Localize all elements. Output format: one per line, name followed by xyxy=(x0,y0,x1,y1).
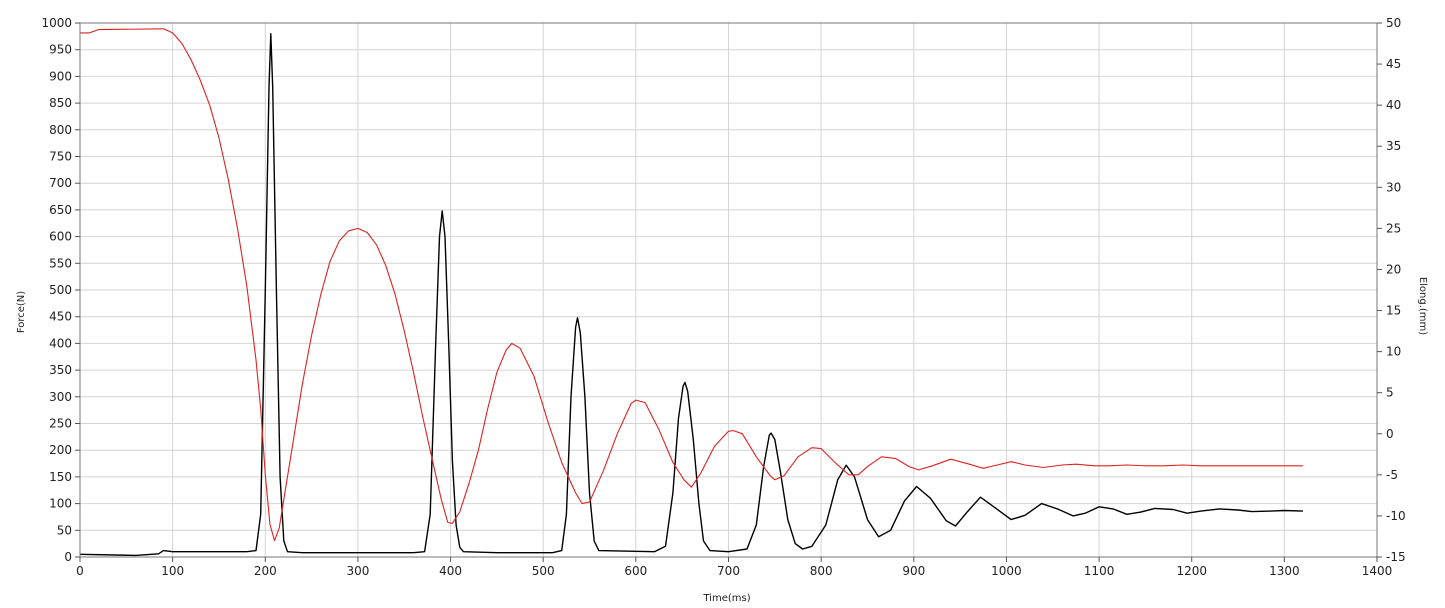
x-tick-label: 800 xyxy=(810,564,833,578)
right-y-axis: -15 -10 -5 0 5 10 15 20 25 30 35 40 45 50 xyxy=(1377,16,1406,564)
left-y-tick-label: 750 xyxy=(49,150,72,164)
x-tick-label: 400 xyxy=(439,564,462,578)
right-y-tick-label: 40 xyxy=(1386,98,1401,112)
left-y-tick-label: 550 xyxy=(49,256,72,270)
elongation-series-line xyxy=(80,28,1303,542)
force-series-line xyxy=(79,33,1303,557)
left-y-tick-label: 950 xyxy=(49,43,72,57)
right-y-tick-label: 20 xyxy=(1386,262,1401,276)
x-tick-label: 700 xyxy=(717,564,740,578)
right-y-tick-label: 50 xyxy=(1386,16,1401,30)
left-y-tick-label: 250 xyxy=(49,417,72,431)
left-y-axis: 0 50 100 150 200 250 300 350 400 450 500 550 600 650 7… xyxy=(41,16,80,564)
right-y-tick-label: 5 xyxy=(1386,386,1394,400)
x-axis-label: Time(ms) xyxy=(702,593,750,604)
x-tick-label: 200 xyxy=(254,564,277,578)
left-y-tick-label: 300 xyxy=(49,390,72,404)
left-y-tick-label: 350 xyxy=(49,363,72,377)
right-y-axis-label: Elong.(mm) xyxy=(1417,277,1428,335)
chart-grid xyxy=(79,22,1378,558)
left-y-tick-label: 850 xyxy=(49,96,72,110)
left-y-tick-label: 500 xyxy=(49,283,72,297)
left-y-tick-label: 600 xyxy=(49,230,72,244)
right-y-tick-label: -15 xyxy=(1386,550,1406,564)
left-y-tick-label: 400 xyxy=(49,336,72,350)
left-y-tick-label: 650 xyxy=(49,203,72,217)
left-y-tick-label: 900 xyxy=(49,69,72,83)
x-tick-label: 100 xyxy=(161,564,184,578)
right-y-tick-label: 15 xyxy=(1386,304,1401,318)
left-y-tick-label: 100 xyxy=(49,497,72,511)
x-tick-label: 1400 xyxy=(1362,564,1393,578)
right-y-tick-label: 45 xyxy=(1386,57,1401,71)
left-y-tick-label: 50 xyxy=(57,523,72,537)
x-tick-label: 1300 xyxy=(1269,564,1300,578)
x-tick-label: 1100 xyxy=(1084,564,1115,578)
right-y-tick-label: 0 xyxy=(1386,427,1394,441)
x-tick-label: 1000 xyxy=(991,564,1022,578)
left-y-tick-label: 200 xyxy=(49,443,72,457)
series-layer xyxy=(79,28,1303,557)
left-y-tick-label: 150 xyxy=(49,470,72,484)
left-y-tick-label: 700 xyxy=(49,176,72,190)
right-y-tick-label: 25 xyxy=(1386,221,1401,235)
x-tick-label: 1200 xyxy=(1176,564,1207,578)
x-tick-label: 900 xyxy=(902,564,925,578)
right-y-tick-label: 10 xyxy=(1386,345,1401,359)
x-tick-label: 600 xyxy=(624,564,647,578)
left-y-tick-label: 1000 xyxy=(41,16,72,30)
left-y-axis-label: Force(N) xyxy=(16,291,27,333)
left-y-tick-label: 0 xyxy=(64,550,72,564)
x-tick-label: 500 xyxy=(532,564,555,578)
x-axis: 0 100 200 300 400 500 600 700 800 900 1000 1100 1200… xyxy=(76,557,1392,578)
left-y-tick-label: 800 xyxy=(49,123,72,137)
x-tick-label: 0 xyxy=(76,564,84,578)
x-tick-label: 300 xyxy=(346,564,369,578)
right-y-tick-label: 35 xyxy=(1386,139,1401,153)
right-y-tick-label: 30 xyxy=(1386,180,1401,194)
right-y-tick-label: -5 xyxy=(1386,468,1398,482)
right-y-tick-label: -10 xyxy=(1386,509,1406,523)
left-y-tick-label: 450 xyxy=(49,310,72,324)
